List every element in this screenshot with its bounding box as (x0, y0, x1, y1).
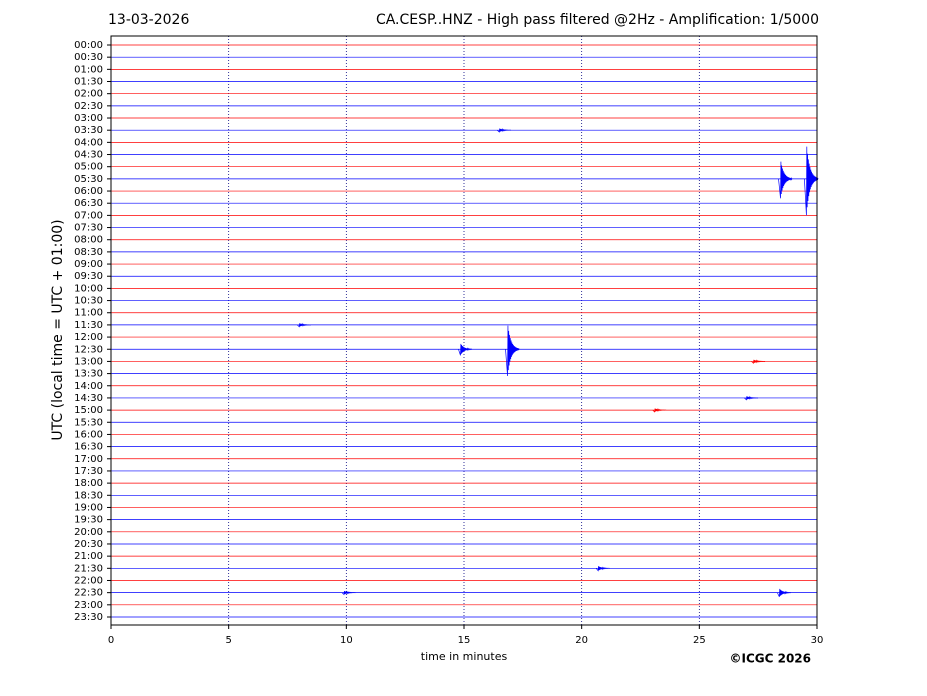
x-tick-label: 25 (693, 635, 706, 646)
y-tick-label: 16:30 (74, 442, 103, 453)
y-tick-label: 11:00 (74, 308, 103, 319)
y-tick-label: 19:00 (74, 502, 103, 513)
x-tick-label: 15 (458, 635, 471, 646)
event (341, 590, 356, 596)
y-tick-label: 07:00 (74, 210, 103, 221)
event (804, 146, 819, 216)
y-tick-label: 01:30 (74, 77, 103, 88)
y-tick-label: 04:00 (74, 137, 103, 148)
y-tick-label: 10:00 (74, 283, 103, 294)
y-tick-label: 23:00 (74, 600, 103, 611)
event (595, 566, 610, 572)
x-tick-label: 5 (225, 635, 231, 646)
x-axis-label: time in minutes (421, 650, 508, 663)
y-tick-label: 12:00 (74, 332, 103, 343)
x-tick-label: 10 (340, 635, 353, 646)
y-axis-label: UTC (local time = UTC + 01:00) (50, 219, 66, 440)
event (497, 128, 511, 133)
copyright: ©ICGC 2026 (729, 652, 811, 666)
y-tick-label: 21:30 (74, 563, 103, 574)
y-tick-label: 17:00 (74, 454, 103, 465)
y-tick-label: 18:30 (74, 490, 103, 501)
y-tick-label: 12:30 (74, 344, 103, 355)
event (505, 325, 520, 377)
y-tick-label: 14:30 (74, 393, 103, 404)
y-tick-label: 02:30 (74, 101, 103, 112)
y-tick-label: 11:30 (74, 320, 103, 331)
plot-frame (110, 35, 818, 626)
y-tick-label: 13:00 (74, 356, 103, 367)
y-tick-label: 21:00 (74, 551, 103, 562)
y-tick-label: 22:30 (74, 588, 103, 599)
chart-title: CA.CESP..HNZ - High pass filtered @2Hz -… (376, 12, 819, 28)
y-tick-label: 10:30 (74, 296, 103, 307)
chart-date: 13-03-2026 (108, 12, 189, 28)
event (778, 161, 793, 199)
y-tick-label: 23:30 (74, 612, 103, 623)
y-tick-label: 08:00 (74, 235, 103, 246)
y-tick-label: 03:30 (74, 125, 103, 136)
y-tick-label: 19:30 (74, 515, 103, 526)
event (744, 395, 759, 401)
event (777, 588, 792, 598)
event (458, 343, 473, 356)
y-tick-label: 06:30 (74, 198, 103, 209)
event (652, 407, 667, 413)
y-tick-label: 22:00 (74, 575, 103, 586)
x-tick-label: 30 (811, 635, 824, 646)
y-tick-label: 20:30 (74, 539, 103, 550)
y-tick-label: 17:30 (74, 466, 103, 477)
y-tick-label: 01:00 (74, 64, 103, 75)
y-tick-label: 08:30 (74, 247, 103, 258)
y-tick-label: 13:30 (74, 369, 103, 380)
y-tick-label: 00:00 (74, 40, 103, 51)
y-tick-label: 15:30 (74, 417, 103, 428)
x-tick-label: 0 (108, 635, 114, 646)
y-tick-label: 05:00 (74, 162, 103, 173)
y-tick-label: 09:00 (74, 259, 103, 270)
y-tick-label: 05:30 (74, 174, 103, 185)
event (751, 359, 766, 364)
x-tick-label: 20 (575, 635, 588, 646)
y-tick-label: 15:00 (74, 405, 103, 416)
y-tick-label: 16:00 (74, 429, 103, 440)
y-tick-label: 20:00 (74, 527, 103, 538)
y-tick-label: 09:30 (74, 271, 103, 282)
y-tick-label: 02:00 (74, 89, 103, 100)
y-tick-label: 07:30 (74, 223, 103, 234)
y-tick-label: 18:00 (74, 478, 103, 489)
event (297, 322, 311, 328)
y-tick-label: 00:30 (74, 52, 103, 63)
y-tick-label: 04:30 (74, 150, 103, 161)
y-tick-label: 03:00 (74, 113, 103, 124)
y-tick-label: 06:00 (74, 186, 103, 197)
y-tick-label: 14:00 (74, 381, 103, 392)
